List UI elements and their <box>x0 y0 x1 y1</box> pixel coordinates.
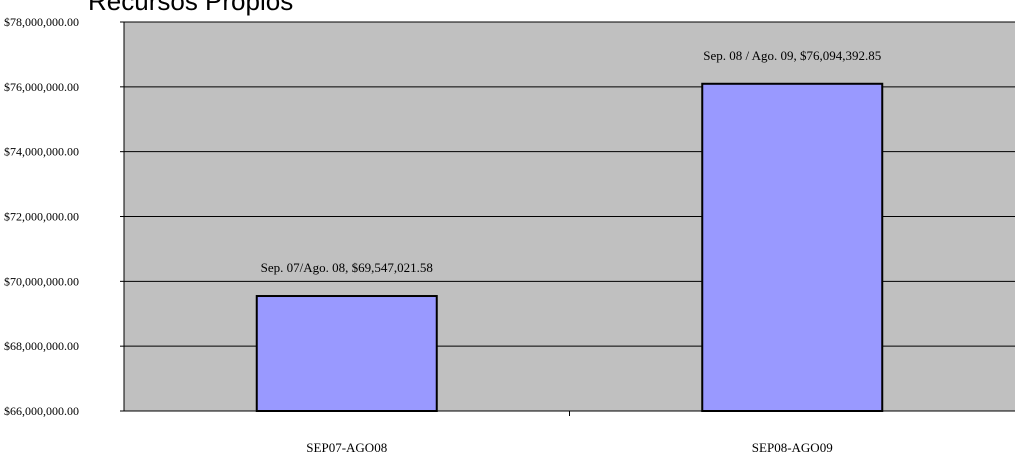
y-tick-label: $66,000,000.00 <box>4 404 79 418</box>
data-label: Sep. 08 / Ago. 09, $76,094,392.85 <box>703 48 881 63</box>
bar <box>255 295 438 413</box>
y-tick-label: $76,000,000.00 <box>4 80 79 94</box>
y-tick-label: $74,000,000.00 <box>4 145 79 159</box>
chart-title: Recursos Propios <box>88 0 294 16</box>
bar <box>701 82 884 412</box>
y-tick-label: $72,000,000.00 <box>4 210 79 224</box>
y-tick-label: $78,000,000.00 <box>4 15 79 29</box>
data-label: Sep. 07/Ago. 08, $69,547,021.58 <box>261 260 433 275</box>
x-tick-label: SEP07-AGO08 <box>306 440 387 455</box>
y-tick-label: $68,000,000.00 <box>4 339 79 353</box>
y-tick-label: $70,000,000.00 <box>4 274 79 288</box>
x-tick-label: SEP08-AGO09 <box>752 440 833 455</box>
